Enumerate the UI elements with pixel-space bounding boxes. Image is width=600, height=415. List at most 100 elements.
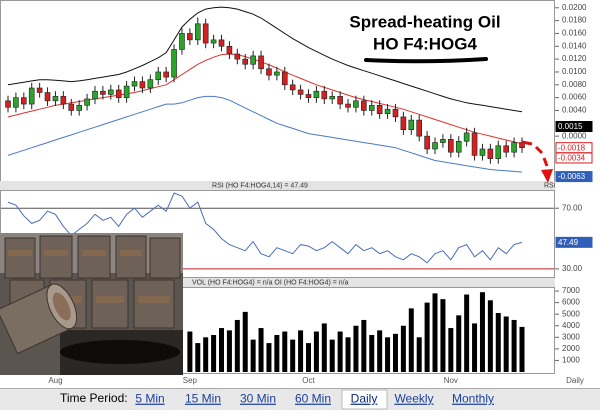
- time-period-tab[interactable]: 15 Min: [185, 392, 221, 406]
- volume-bar: [234, 319, 240, 372]
- marks-layer: 0.0200 0.0180 0.0160 0.0140 0.0120 0.0100 0.00…: [1, 3, 593, 385]
- candle-body: [202, 23, 209, 44]
- volume-bar: [345, 337, 351, 372]
- candle-body: [400, 116, 407, 131]
- y-tick-label: 6000: [562, 298, 580, 307]
- time-period-tab[interactable]: 5 Min: [135, 392, 164, 406]
- candle-body: [345, 103, 351, 108]
- value-flag: [555, 121, 593, 133]
- candle-body: [448, 139, 454, 153]
- candle-body: [226, 45, 233, 55]
- candle-body: [281, 71, 288, 86]
- candle-body: [455, 140, 462, 153]
- volume-bar: [242, 311, 248, 372]
- candle-body: [76, 105, 82, 111]
- candle-body: [408, 119, 415, 131]
- volume-bar: [361, 319, 367, 372]
- value-flag-label: 47.49: [558, 238, 579, 247]
- volume-bar: [479, 292, 485, 372]
- candle-body: [179, 33, 185, 50]
- candle-body: [313, 90, 320, 98]
- annotation-arrow: [521, 140, 549, 167]
- volume-bar: [274, 334, 280, 372]
- y-tick-label: 70.00: [562, 203, 583, 212]
- annotation-arrowhead: [541, 169, 553, 183]
- toolbar-label: Time Period:: [60, 391, 128, 405]
- y-tick-label: 0.0000: [562, 131, 587, 140]
- annotation-subtitle: HO F4:HOG4: [373, 34, 477, 53]
- candle-body: [210, 39, 217, 44]
- volume-bar: [369, 334, 375, 372]
- candle-body: [297, 89, 304, 95]
- time-period-tab[interactable]: Daily: [351, 392, 378, 406]
- y-tick-label: 0.0120: [562, 54, 587, 63]
- volume-bar: [187, 331, 193, 372]
- rsi-line: [7, 192, 523, 264]
- volume-bar: [408, 308, 414, 372]
- volume-bar: [282, 331, 288, 372]
- time-period-tab[interactable]: 30 Min: [240, 392, 276, 406]
- candle-body: [36, 87, 43, 93]
- time-period-tab[interactable]: Weekly: [394, 392, 433, 406]
- candle-body: [108, 89, 114, 95]
- volume-bar: [432, 293, 438, 372]
- barrel-photo: [0, 233, 183, 375]
- selected-tab-bg: [341, 389, 388, 410]
- value-flag-label: -0.0063: [558, 172, 586, 181]
- y-tick-label: 0.0200: [562, 3, 587, 12]
- volume-bar: [472, 323, 478, 372]
- candle-body: [194, 23, 201, 41]
- volume-bar: [511, 319, 517, 372]
- y-tick-label: 1000: [562, 356, 580, 365]
- candle-body: [155, 71, 162, 80]
- candle-body: [52, 96, 59, 102]
- candle-body: [44, 92, 51, 102]
- y-tick-label: 0.0100: [562, 67, 587, 76]
- y-tick-label: 7000: [562, 286, 580, 295]
- time-period-tab[interactable]: 60 Min: [295, 392, 331, 406]
- y-tick-label: 30.00: [562, 264, 583, 273]
- candle-body: [424, 135, 430, 150]
- volume-bar: [392, 333, 398, 372]
- candle-body: [187, 33, 193, 41]
- overlay-line: [7, 95, 523, 173]
- candle-body: [495, 145, 502, 159]
- volume-bar: [298, 330, 304, 372]
- volume-bar: [313, 331, 319, 372]
- candle-body: [368, 105, 375, 111]
- value-flag: [555, 152, 593, 164]
- candle-body: [321, 90, 328, 100]
- volume-bar: [321, 323, 327, 372]
- y-tick-label: 0.0080: [562, 80, 587, 89]
- candle-body: [60, 96, 67, 105]
- volume-bar: [250, 339, 256, 372]
- overlay-line: [7, 6, 523, 113]
- candle-body: [329, 96, 336, 100]
- volume-bar: [487, 300, 493, 372]
- volume-bar: [448, 328, 454, 372]
- rsi-header: [0, 181, 555, 190]
- volume-bar: [290, 339, 296, 372]
- tabs: 5 Min 15 Min 30 Min 60 Min Daily Weekly Monthl…: [135, 392, 494, 406]
- candle-body: [115, 89, 122, 98]
- volume-bar: [258, 328, 264, 372]
- annotation-underline: [364, 57, 488, 64]
- candle-body: [479, 148, 486, 156]
- candle-body: [471, 132, 478, 156]
- y-tick-label: 0.0140: [562, 41, 587, 50]
- rsi-title: RSI (HO F4:HOG4,14) = 47.49: [212, 182, 308, 189]
- y-tick-label: 0.0160: [562, 29, 587, 38]
- y-tick-label: 2000: [562, 344, 580, 353]
- time-period-tab[interactable]: Monthly: [452, 392, 494, 406]
- candle-body: [68, 103, 75, 111]
- candle-body: [84, 98, 90, 106]
- candle-body: [139, 81, 146, 89]
- volume-bar: [219, 328, 225, 372]
- candle-body: [384, 108, 391, 114]
- volume-header: [0, 278, 555, 287]
- candle-body: [274, 71, 280, 76]
- volume-bar: [377, 330, 383, 372]
- candle-body: [234, 53, 241, 60]
- value-flag: [555, 236, 593, 248]
- volume-bar: [305, 343, 311, 372]
